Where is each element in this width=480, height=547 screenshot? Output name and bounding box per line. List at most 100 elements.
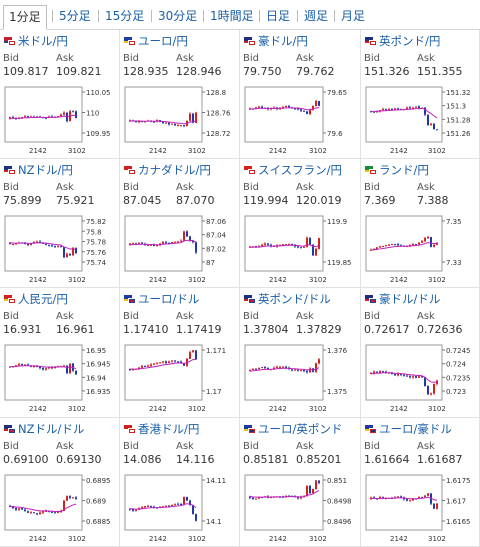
ask-label: Ask xyxy=(296,182,314,193)
ask-label: Ask xyxy=(417,182,435,193)
tab-separator xyxy=(151,10,152,22)
candle xyxy=(273,367,275,370)
candle xyxy=(156,245,158,247)
currency-flag-icon xyxy=(244,36,256,46)
pair-header[interactable]: ユーロ/ドル xyxy=(124,292,199,306)
candlestick-chart: 1.6175 1.617 1.6165 2142 3102 xyxy=(365,474,471,543)
candle xyxy=(397,496,399,498)
tab-3[interactable]: 15分足 xyxy=(105,9,145,23)
candle xyxy=(144,365,146,367)
y-tick-label: 0.689 xyxy=(86,498,106,506)
mini-chart[interactable]: 75.82 75.8 75.78 75.76 75.74 2142 3102 xyxy=(2,213,116,285)
candle xyxy=(258,497,260,499)
pair-name-link[interactable]: ユーロ/ドル xyxy=(138,292,200,306)
mini-chart[interactable]: 0.7245 0.724 0.7235 0.723 2142 3102 xyxy=(363,342,476,414)
candle xyxy=(171,360,173,362)
pair-header[interactable]: 英ポンド/円 xyxy=(365,34,440,48)
candle xyxy=(69,363,71,374)
mini-chart[interactable]: 1.6175 1.617 1.6165 2142 3102 xyxy=(363,472,476,544)
mini-chart[interactable]: 128.8 128.76 128.72 2142 3102 xyxy=(122,84,236,156)
pair-name-link[interactable]: 豪ドル/円 xyxy=(258,34,308,48)
candlestick-chart: 0.7245 0.724 0.7235 0.723 2142 3102 xyxy=(365,344,471,413)
candle xyxy=(409,500,411,502)
mini-chart[interactable]: 79.65 79.6 2142 3102 xyxy=(242,84,357,156)
tab-8[interactable]: 月足 xyxy=(341,9,366,23)
tab-1[interactable]: 1分足 xyxy=(3,5,47,30)
bid-value: 119.994 xyxy=(243,194,289,207)
tab-5[interactable]: 1時間足 xyxy=(210,9,254,23)
moving-average-line xyxy=(370,107,438,119)
currency-flag-icon xyxy=(365,36,377,46)
rate-panel: 米ドル/円 Bid Ask 109.817 109.821 110.05 110 109.95… xyxy=(0,30,120,159)
pair-header[interactable]: 豪ドル/ドル xyxy=(365,292,440,306)
y-tick-label: 1.6175 xyxy=(446,477,471,485)
y-tick-label: 0.7245 xyxy=(446,347,471,355)
pair-header[interactable]: 米ドル/円 xyxy=(4,34,68,48)
candle xyxy=(418,106,420,109)
mini-chart[interactable]: 16.95 16.945 16.94 16.935 2142 3102 xyxy=(2,342,116,414)
candle xyxy=(36,241,38,243)
x-tick-label: 3102 xyxy=(68,405,86,413)
mini-chart[interactable]: 1.376 1.375 2142 3102 xyxy=(242,342,357,414)
currency-flag-icon xyxy=(244,165,256,175)
candle xyxy=(135,509,137,511)
x-tick-label: 2142 xyxy=(149,147,167,155)
pair-header[interactable]: 人民元/円 xyxy=(4,292,68,306)
pair-header[interactable]: 豪ドル/円 xyxy=(244,34,308,48)
candle xyxy=(186,231,188,237)
mini-chart[interactable]: 110.05 110 109.95 2142 3102 xyxy=(2,84,116,156)
pair-name-link[interactable]: 英ポンド/円 xyxy=(379,34,441,48)
mini-chart[interactable]: 0.6895 0.689 0.6885 2142 3102 xyxy=(2,472,116,544)
rate-panel: 英ポンド/円 Bid Ask 151.326 151.355 151.32 151.3 151… xyxy=(361,30,480,159)
pair-header[interactable]: ユーロ/英ポンド xyxy=(244,422,342,436)
pair-name-link[interactable]: ランド/円 xyxy=(379,163,429,177)
pair-header[interactable]: ランド/円 xyxy=(365,163,429,177)
candle xyxy=(406,107,408,110)
rate-panel: 英ポンド/ドル Bid Ask 1.37804 1.37829 1.376 1.375 214… xyxy=(240,288,361,418)
tab-7[interactable]: 週足 xyxy=(304,9,329,23)
pair-name-link[interactable]: ユーロ/豪ドル xyxy=(379,422,452,436)
pair-name-link[interactable]: 豪ドル/ドル xyxy=(379,292,441,306)
mini-chart[interactable]: 7.35 7.33 2142 3102 xyxy=(363,213,476,285)
mini-chart[interactable]: 87.06 87.04 87.02 87 2142 3102 xyxy=(122,213,236,285)
pair-header[interactable]: ユーロ/円 xyxy=(124,34,188,48)
candlestick-chart: 7.35 7.33 2142 3102 xyxy=(365,215,462,284)
pair-name-link[interactable]: NZドル/ドル xyxy=(18,422,85,436)
tab-2[interactable]: 5分足 xyxy=(59,9,91,23)
mini-chart[interactable]: 1.171 1.17 2142 3102 xyxy=(122,342,236,414)
pair-name-link[interactable]: スイスフラン/円 xyxy=(258,163,343,177)
pair-name-link[interactable]: 英ポンド/ドル xyxy=(258,292,331,306)
pair-header[interactable]: 香港ドル/円 xyxy=(124,422,199,436)
candle xyxy=(12,506,14,508)
y-tick-label: 87.04 xyxy=(206,232,227,240)
mini-chart[interactable]: 0.851 0.8498 0.8496 2142 3102 xyxy=(242,472,357,544)
candle xyxy=(75,370,77,375)
tab-4[interactable]: 30分足 xyxy=(158,9,198,23)
x-tick-label: 3102 xyxy=(428,276,446,284)
pair-name-link[interactable]: ユーロ/円 xyxy=(138,34,188,48)
pair-name-link[interactable]: 人民元/円 xyxy=(18,292,68,306)
pair-header[interactable]: NZドル/円 xyxy=(4,163,73,177)
mini-chart[interactable]: 14.11 14.1 2142 3102 xyxy=(122,472,236,544)
pair-name-link[interactable]: カナダドル/円 xyxy=(138,163,211,177)
candle xyxy=(42,368,44,370)
pair-name-link[interactable]: 香港ドル/円 xyxy=(138,422,200,436)
pair-header[interactable]: NZドル/ドル xyxy=(4,422,84,436)
tab-6[interactable]: 日足 xyxy=(266,9,291,23)
mini-chart[interactable]: 151.32 151.3 151.28 151.26 2142 3102 xyxy=(363,84,476,156)
ask-value: 0.69130 xyxy=(56,453,102,466)
candle xyxy=(153,244,155,246)
pair-header[interactable]: スイスフラン/円 xyxy=(244,163,342,177)
pair-name-link[interactable]: 米ドル/円 xyxy=(18,34,68,48)
pair-name-link[interactable]: ユーロ/英ポンド xyxy=(258,422,343,436)
candle xyxy=(180,125,182,127)
pair-header[interactable]: カナダドル/円 xyxy=(124,163,211,177)
rate-panel: ユーロ/豪ドル Bid Ask 1.61664 1.61687 1.6175 1.617 1.… xyxy=(361,418,480,547)
pair-header[interactable]: ユーロ/豪ドル xyxy=(365,422,452,436)
pair-name-link[interactable]: NZドル/円 xyxy=(18,163,73,177)
mini-chart[interactable]: 119.9 119.85 2142 3102 xyxy=(242,213,357,285)
rate-panel: 豪ドル/円 Bid Ask 79.750 79.762 79.65 79.6 2142 3102 xyxy=(240,30,361,159)
candle xyxy=(15,365,17,367)
pair-header[interactable]: 英ポンド/ドル xyxy=(244,292,331,306)
candle xyxy=(424,238,426,242)
